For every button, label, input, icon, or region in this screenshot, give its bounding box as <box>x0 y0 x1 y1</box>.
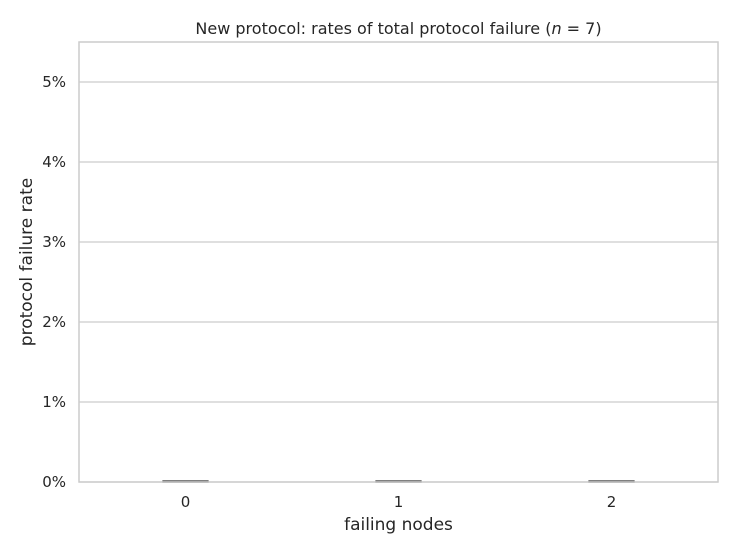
x-tick-labels: 0 1 2 <box>181 493 617 511</box>
x-tick-label: 2 <box>607 493 617 511</box>
y-gridlines <box>79 81 718 483</box>
y-tick-label: 3% <box>42 233 66 251</box>
x-tick-label: 0 <box>181 493 191 511</box>
y-tick-label: 5% <box>42 73 66 91</box>
x-tick-label: 1 <box>394 493 404 511</box>
y-tick-labels: 0% 1% 2% 3% 4% 5% <box>42 73 66 491</box>
chart-title: New protocol: rates of total protocol fa… <box>195 19 601 38</box>
y-tick-label: 1% <box>42 393 66 411</box>
x-axis-label: failing nodes <box>344 515 453 535</box>
y-tick-label: 2% <box>42 313 66 331</box>
plot-frame <box>78 41 719 483</box>
y-tick-label: 4% <box>42 153 66 171</box>
y-axis-label: protocol failure rate <box>17 178 37 346</box>
y-tick-label: 0% <box>42 473 66 491</box>
